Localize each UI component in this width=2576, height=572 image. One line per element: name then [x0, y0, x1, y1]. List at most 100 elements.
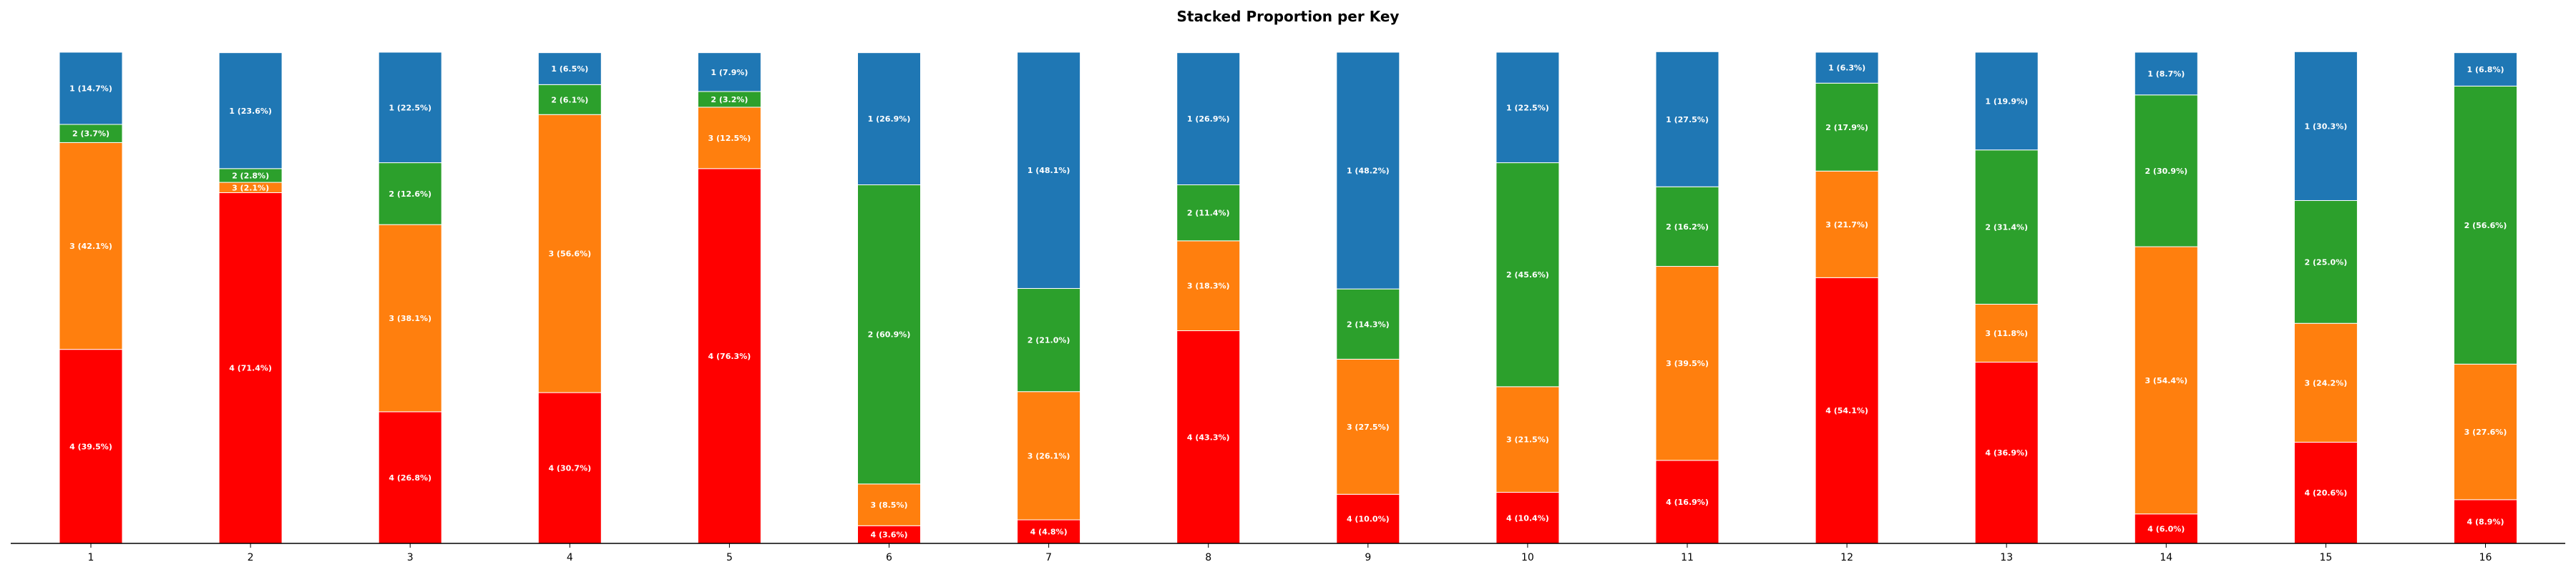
segment-label-key-16-series-4: 4 (8.9%): [2467, 517, 2504, 526]
segment-label-key-9-series-4: 4 (10.0%): [1347, 515, 1390, 524]
x-tick-label-11: 11: [1681, 552, 1694, 563]
segment-label-key-1-series-3: 3 (42.1%): [69, 242, 112, 251]
bar-segment-key-5-series-1: [697, 52, 761, 92]
segment-label-key-7-series-3: 3 (26.1%): [1028, 451, 1070, 460]
segment-label-key-4-series-2: 2 (6.1%): [551, 95, 588, 104]
segment-label-key-8-series-2: 2 (11.4%): [1187, 209, 1230, 218]
bar-segment-key-7-series-3: [1017, 391, 1081, 521]
bar-segment-key-5-series-3: [697, 107, 761, 169]
bar-segment-key-1-series-1: [59, 51, 123, 125]
segment-label-key-6-series-2: 2 (60.9%): [868, 330, 911, 340]
bar-segment-key-6-series-1: [857, 52, 921, 185]
bar-segment-key-13-series-1: [1974, 51, 2039, 151]
x-tick-label-10: 10: [1521, 552, 1534, 563]
segment-label-key-9-series-3: 3 (27.5%): [1347, 423, 1390, 432]
segment-label-key-13-series-1: 1 (19.9%): [1985, 97, 2028, 106]
bar-segment-key-6-series-4: [857, 525, 921, 544]
bar-segment-key-9-series-1: [1336, 51, 1400, 290]
segment-label-key-1-series-1: 1 (14.7%): [69, 84, 112, 93]
segment-label-key-3-series-3: 3 (38.1%): [389, 314, 431, 323]
x-tick-label-6: 6: [886, 552, 892, 563]
bar-segment-key-15-series-1: [2293, 51, 2358, 201]
segment-label-key-13-series-4: 4 (36.9%): [1985, 448, 2028, 458]
segment-label-key-13-series-3: 3 (11.8%): [1985, 329, 2028, 338]
segment-label-key-11-series-3: 3 (39.5%): [1666, 359, 1709, 368]
segment-label-key-6-series-3: 3 (8.5%): [870, 500, 907, 510]
bar-segment-key-11-series-3: [1655, 266, 1719, 461]
segment-label-key-14-series-3: 3 (54.4%): [2145, 376, 2187, 385]
bar-segment-key-16-series-1: [2454, 52, 2517, 87]
segment-label-key-7-series-4: 4 (4.8%): [1030, 528, 1068, 537]
bar-segment-key-9-series-3: [1336, 358, 1400, 495]
segment-label-key-2-series-3: 3 (2.1%): [232, 183, 269, 192]
bar-segment-key-1-series-4: [59, 349, 123, 544]
bar-segment-key-6-series-3: [857, 483, 921, 526]
bar-segment-key-13-series-4: [1974, 361, 2039, 544]
bar-segment-key-10-series-1: [1496, 51, 1560, 164]
bar-segment-key-11-series-2: [1655, 186, 1719, 267]
segment-label-key-4-series-4: 4 (30.7%): [548, 464, 591, 473]
segment-label-key-15-series-3: 3 (24.2%): [2305, 378, 2348, 388]
segment-label-key-13-series-2: 2 (31.4%): [1985, 223, 2028, 232]
segment-label-key-6-series-1: 1 (26.9%): [868, 114, 911, 124]
segment-label-key-12-series-1: 1 (6.3%): [1828, 64, 1865, 73]
segment-label-key-12-series-3: 3 (21.7%): [1825, 220, 1868, 230]
segment-label-key-5-series-2: 2 (3.2%): [711, 95, 748, 104]
segment-label-key-10-series-3: 3 (21.5%): [1506, 435, 1549, 445]
segment-label-key-15-series-2: 2 (25.0%): [2305, 257, 2348, 267]
x-tick-label-2: 2: [248, 552, 254, 563]
segment-label-key-1-series-4: 4 (39.5%): [69, 442, 112, 451]
segment-label-key-8-series-1: 1 (26.9%): [1187, 114, 1230, 124]
segment-label-key-2-series-1: 1 (23.6%): [229, 107, 272, 116]
chart-title: Stacked Proportion per Key: [1177, 8, 1400, 25]
bar-segment-key-14-series-2: [2134, 94, 2198, 247]
bar-segment-key-3-series-2: [378, 162, 442, 225]
bar-segment-key-4-series-1: [537, 52, 602, 85]
segment-label-key-7-series-1: 1 (48.1%): [1028, 166, 1070, 175]
bar-segment-key-1-series-2: [59, 124, 123, 143]
bar-segment-key-3-series-3: [378, 224, 442, 413]
segment-label-key-9-series-2: 2 (14.3%): [1347, 320, 1390, 329]
segment-label-key-14-series-4: 4 (6.0%): [2147, 524, 2185, 533]
x-tick-label-8: 8: [1205, 552, 1211, 563]
segment-label-key-2-series-2: 2 (2.8%): [232, 171, 269, 180]
segment-label-key-8-series-3: 3 (18.3%): [1187, 282, 1230, 291]
segment-label-key-16-series-1: 1 (6.8%): [2467, 65, 2504, 74]
bar-segment-key-14-series-1: [2134, 51, 2198, 96]
bar-segment-key-12-series-3: [1815, 170, 1879, 278]
segment-label-key-5-series-3: 3 (12.5%): [708, 134, 751, 143]
bar-segment-key-5-series-4: [697, 168, 761, 544]
bar-segment-key-16-series-4: [2454, 499, 2517, 544]
bar-segment-key-9-series-4: [1336, 493, 1400, 544]
bar-segment-key-8-series-2: [1176, 184, 1241, 242]
segment-label-key-15-series-4: 4 (20.6%): [2305, 488, 2348, 498]
segment-label-key-7-series-2: 2 (21.0%): [1028, 336, 1070, 345]
x-tick-label-3: 3: [407, 552, 414, 563]
segment-label-key-2-series-4: 4 (71.4%): [229, 364, 272, 373]
segment-label-key-3-series-1: 1 (22.5%): [389, 103, 431, 112]
segment-label-key-10-series-1: 1 (22.5%): [1506, 103, 1549, 112]
bar-segment-key-2-series-1: [218, 52, 283, 169]
bar-segment-key-11-series-4: [1655, 460, 1719, 544]
bar-segment-key-10-series-2: [1496, 162, 1560, 388]
x-tick-label-12: 12: [1840, 552, 1853, 563]
segment-label-key-12-series-4: 4 (54.1%): [1825, 406, 1868, 415]
bar-segment-key-12-series-1: [1815, 51, 1879, 84]
bar-segment-key-16-series-3: [2454, 363, 2517, 500]
segment-label-key-16-series-2: 2 (56.6%): [2464, 221, 2507, 230]
bar-segment-key-4-series-3: [537, 114, 602, 393]
x-tick-label-4: 4: [567, 552, 573, 563]
x-tick-label-15: 15: [2319, 552, 2332, 563]
x-tick-label-14: 14: [2160, 552, 2172, 563]
bar-segment-key-14-series-3: [2134, 246, 2198, 515]
segment-label-key-6-series-4: 4 (3.6%): [870, 531, 907, 540]
segment-label-key-8-series-4: 4 (43.3%): [1187, 433, 1230, 442]
segment-label-key-16-series-3: 3 (27.6%): [2464, 428, 2507, 437]
bar-segment-key-7-series-1: [1017, 51, 1081, 289]
bars-group: [59, 51, 2517, 544]
segment-label-key-3-series-2: 2 (12.6%): [389, 189, 431, 199]
segment-label-key-10-series-2: 2 (45.6%): [1506, 270, 1549, 280]
segment-label-key-15-series-1: 1 (30.3%): [2305, 122, 2348, 131]
bar-segment-key-9-series-2: [1336, 288, 1400, 360]
x-ticks-group: 1 2 3 4 5 6 7 8 9 10 11 12 13 14 15 16: [88, 543, 2492, 563]
